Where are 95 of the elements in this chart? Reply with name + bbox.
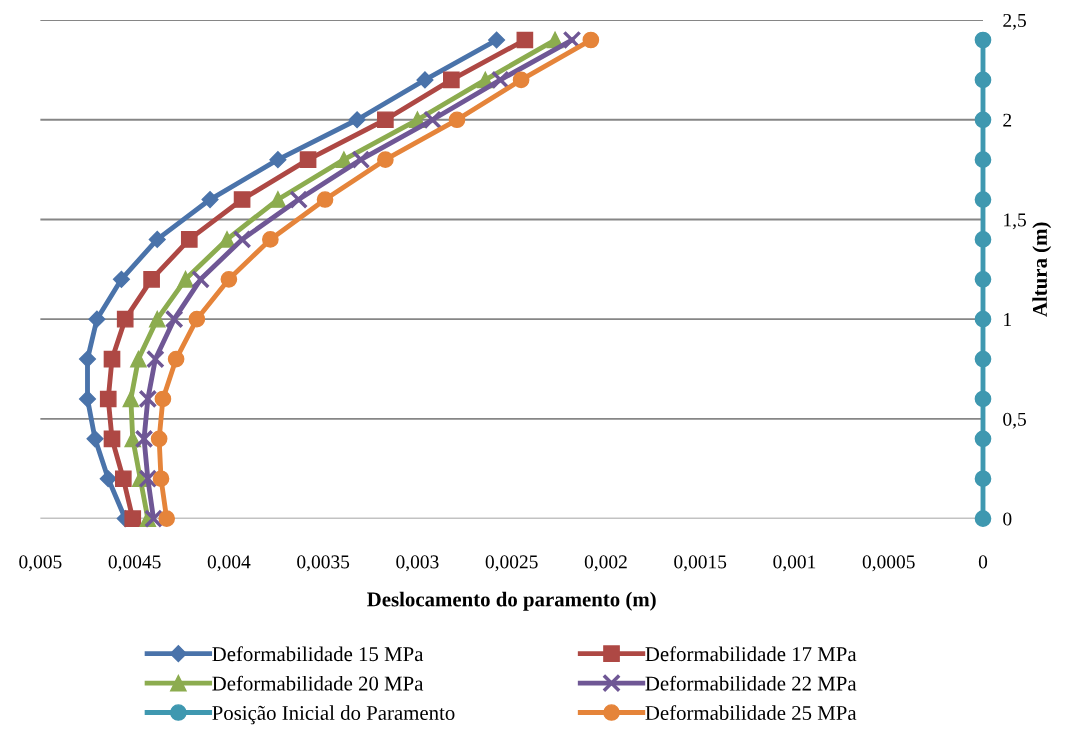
point: [180, 231, 198, 248]
point: [78, 350, 97, 368]
point: [377, 111, 394, 129]
point: [191, 269, 210, 289]
point: [88, 310, 106, 328]
point: [299, 151, 317, 168]
point: [974, 350, 992, 368]
point: [124, 510, 142, 527]
point: [218, 231, 236, 248]
point: [114, 470, 132, 488]
point: [143, 270, 160, 288]
point: [201, 190, 219, 209]
point: [269, 151, 287, 169]
point: [351, 150, 371, 170]
x-tick-label: 0,004: [207, 555, 251, 572]
point: [167, 350, 185, 368]
point: [974, 270, 992, 288]
point: [490, 70, 510, 90]
y-tick-label: 2,5: [1003, 13, 1026, 30]
x-tick-label: 0,0015: [674, 555, 727, 572]
point: [974, 430, 992, 448]
point: [262, 231, 279, 248]
x-axis-title: Deslocamento do paramento (m): [367, 591, 656, 611]
point: [164, 309, 184, 329]
point: [377, 151, 394, 168]
point: [220, 270, 238, 288]
point: [103, 430, 121, 448]
point: [974, 31, 992, 49]
point: [116, 310, 134, 328]
y-tick-label: 0: [1003, 512, 1012, 526]
point: [99, 470, 117, 488]
legend-label: Posição Inicial do Paramento: [212, 705, 455, 725]
point: [112, 270, 130, 288]
x-tick-label: 0,0005: [862, 555, 915, 572]
legend-label: Deformabilidade 22 MPa: [645, 675, 857, 691]
point: [232, 230, 252, 249]
point: [974, 151, 992, 168]
x-tick-label: 0: [978, 555, 988, 569]
point: [148, 310, 166, 328]
point: [974, 111, 992, 129]
point: [86, 430, 104, 448]
point: [269, 191, 287, 208]
point: [516, 31, 534, 49]
point: [122, 390, 140, 408]
legend-label: Deformabilidade 25 MPa: [645, 705, 857, 721]
y-tick-label: 1,5: [1004, 213, 1026, 230]
point: [103, 350, 121, 368]
y-tick-label: 0,5: [1003, 412, 1026, 429]
point: [974, 71, 992, 89]
point: [78, 390, 97, 408]
point: [974, 390, 992, 408]
legend-label: Deformabilidade 17 MPa: [645, 646, 857, 662]
x-tick-label: 0,0045: [108, 555, 161, 572]
point: [443, 71, 460, 89]
point: [974, 191, 992, 208]
point: [974, 231, 992, 248]
point: [316, 191, 334, 208]
point: [134, 429, 154, 449]
point: [974, 470, 992, 488]
point: [448, 111, 466, 129]
point: [512, 71, 530, 89]
point: [138, 469, 158, 489]
point: [145, 349, 165, 369]
point: [150, 430, 168, 448]
point: [148, 230, 166, 248]
point: [233, 191, 251, 208]
x-tick-label: 0,002: [584, 555, 627, 572]
point: [144, 509, 163, 528]
x-tick-label: 0,003: [396, 555, 439, 572]
point: [289, 190, 309, 209]
y-axis-title: Altura (m): [1032, 222, 1052, 317]
point: [130, 350, 147, 368]
x-tick-label: 0,0025: [485, 555, 538, 572]
point: [974, 310, 992, 328]
point: [188, 310, 206, 328]
point: [154, 390, 172, 408]
x-tick-label: 0,0035: [297, 555, 350, 572]
point: [423, 110, 442, 130]
point: [974, 510, 992, 527]
point: [562, 30, 582, 50]
legend-label: Deformabilidade 15 MPa: [212, 646, 424, 662]
point: [99, 390, 117, 408]
point: [582, 31, 600, 49]
point: [152, 470, 170, 488]
legend-label: Deformabilidade 20 MPa: [212, 675, 424, 691]
point: [348, 111, 366, 129]
point: [416, 71, 434, 89]
point: [158, 510, 176, 527]
point: [138, 389, 158, 409]
point: [177, 270, 194, 288]
y-tick-label: 2: [1003, 113, 1012, 127]
point: [488, 31, 506, 49]
y-tick-label: 1: [1004, 313, 1011, 326]
x-tick-label: 0,001: [773, 555, 816, 572]
x-tick-label: 0,005: [19, 555, 62, 572]
